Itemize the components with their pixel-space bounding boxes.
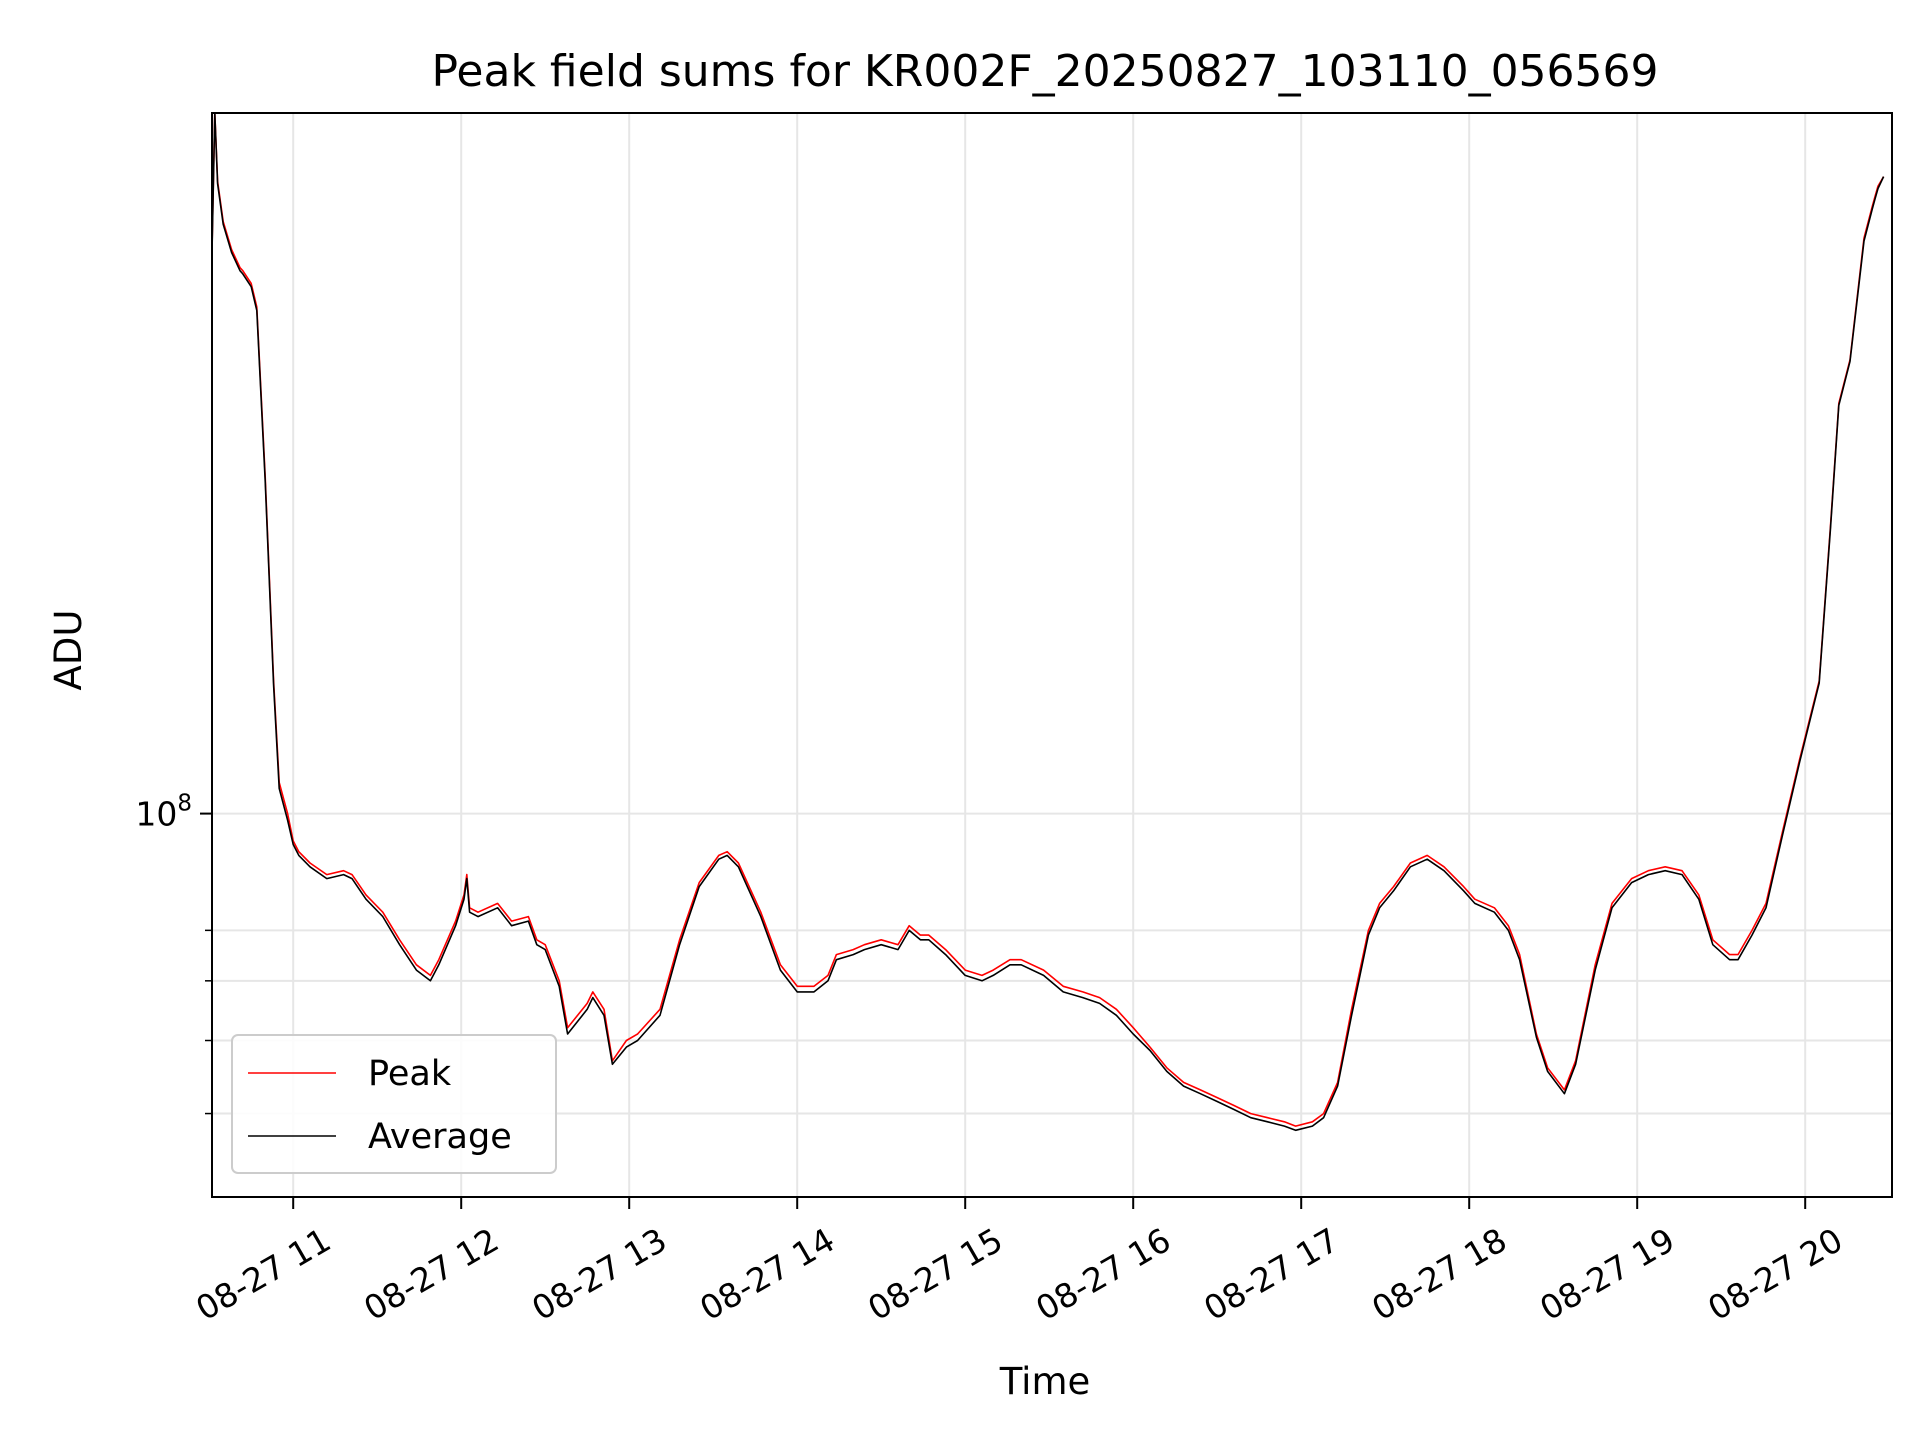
legend-label-average: Average [368,1117,512,1157]
legend-box [231,1034,557,1174]
legend-label-peak: Peak [368,1054,452,1094]
series-line-peak [211,112,1885,1127]
plot-frame [211,112,1893,1198]
chart-title: Peak field sums for KR002F_20250827_1031… [431,46,1658,97]
plot-series [211,112,1885,1132]
y-tick-label-0: 108 [135,791,192,834]
series-line-average [211,112,1885,1132]
x-axis-label: Time [999,1360,1091,1403]
y-axis-label: ADU [47,610,90,691]
legend: Peak Average [231,1034,557,1174]
